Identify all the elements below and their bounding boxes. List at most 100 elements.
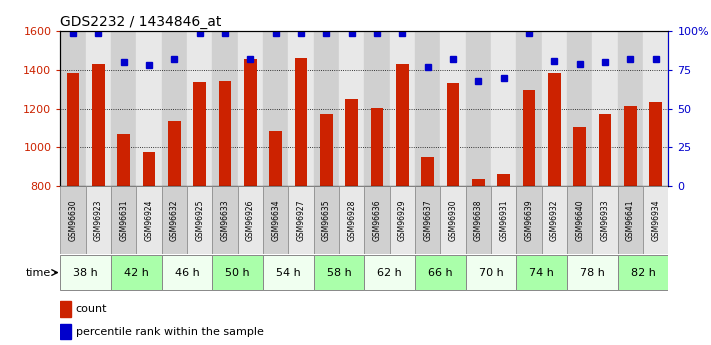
Bar [422,157,434,186]
Bar [364,31,390,186]
Text: 46 h: 46 h [175,268,200,277]
Bar [237,186,263,254]
Text: GSM96634: GSM96634 [271,199,280,241]
Bar [472,179,485,186]
Bar [60,301,71,317]
Bar [346,99,358,186]
Bar [60,186,86,254]
Bar [60,324,71,339]
Text: 62 h: 62 h [378,268,402,277]
Text: count: count [75,304,107,314]
Text: GSM96639: GSM96639 [525,199,533,241]
Text: percentile rank within the sample: percentile rank within the sample [75,327,264,337]
Bar [466,255,516,290]
Bar [592,31,618,186]
Text: GSM96934: GSM96934 [651,199,661,241]
Bar [117,135,130,186]
Bar [415,186,440,254]
Text: GSM96933: GSM96933 [601,199,609,241]
Bar [491,186,516,254]
Text: GDS2232 / 1434846_at: GDS2232 / 1434846_at [60,14,222,29]
Text: GSM96638: GSM96638 [474,199,483,241]
Bar [219,81,231,186]
Bar [542,186,567,254]
Text: GSM96925: GSM96925 [196,199,204,241]
Bar [263,255,314,290]
Bar [624,106,636,186]
Bar [466,31,491,186]
Bar [567,255,618,290]
Bar [567,186,592,254]
Bar [187,186,213,254]
Bar [390,186,415,254]
Text: 38 h: 38 h [73,268,98,277]
Bar [237,31,263,186]
Bar [111,186,137,254]
Bar [466,186,491,254]
Bar [289,186,314,254]
Bar [643,31,668,186]
Text: 82 h: 82 h [631,268,656,277]
Text: GSM96637: GSM96637 [423,199,432,241]
Text: GSM96924: GSM96924 [144,199,154,241]
Bar [567,31,592,186]
Bar [60,31,86,186]
Text: 70 h: 70 h [479,268,503,277]
Text: 66 h: 66 h [428,268,453,277]
Bar [193,82,206,186]
Bar [618,255,668,290]
Bar [314,186,339,254]
Bar [137,186,162,254]
Bar [523,90,535,186]
Bar [618,186,643,254]
Bar [498,174,510,186]
Bar [370,108,383,186]
Bar [137,31,162,186]
Bar [440,186,466,254]
Bar [548,73,561,186]
Bar [263,31,289,186]
Bar [396,64,409,186]
Bar [244,59,257,186]
Bar [168,121,181,186]
Text: GSM96635: GSM96635 [322,199,331,241]
Bar [60,255,111,290]
Bar [516,186,542,254]
Text: 58 h: 58 h [326,268,351,277]
Bar [320,115,333,186]
Bar [92,64,105,186]
Bar [162,255,213,290]
Text: GSM96633: GSM96633 [220,199,230,241]
Bar [390,31,415,186]
Bar [162,31,187,186]
Bar [143,152,156,186]
Bar [599,115,611,186]
Bar [415,255,466,290]
Bar [447,83,459,186]
Bar [289,31,314,186]
Bar [618,31,643,186]
Bar [86,186,111,254]
Text: GSM96928: GSM96928 [347,199,356,240]
Bar [573,127,586,186]
Text: GSM96931: GSM96931 [499,199,508,241]
Bar [67,73,80,186]
Bar [187,31,213,186]
Bar [314,31,339,186]
Bar [649,102,662,186]
Bar [339,31,365,186]
Bar [542,31,567,186]
Text: GSM96632: GSM96632 [170,199,179,241]
Bar [269,131,282,186]
Text: GSM96932: GSM96932 [550,199,559,241]
Bar [415,31,440,186]
Bar [263,186,289,254]
Bar [516,255,567,290]
Text: GSM96636: GSM96636 [373,199,382,241]
Bar [339,186,365,254]
Text: time: time [26,268,51,277]
Text: GSM96631: GSM96631 [119,199,128,241]
Bar [516,31,542,186]
Bar [440,31,466,186]
Bar [213,186,237,254]
